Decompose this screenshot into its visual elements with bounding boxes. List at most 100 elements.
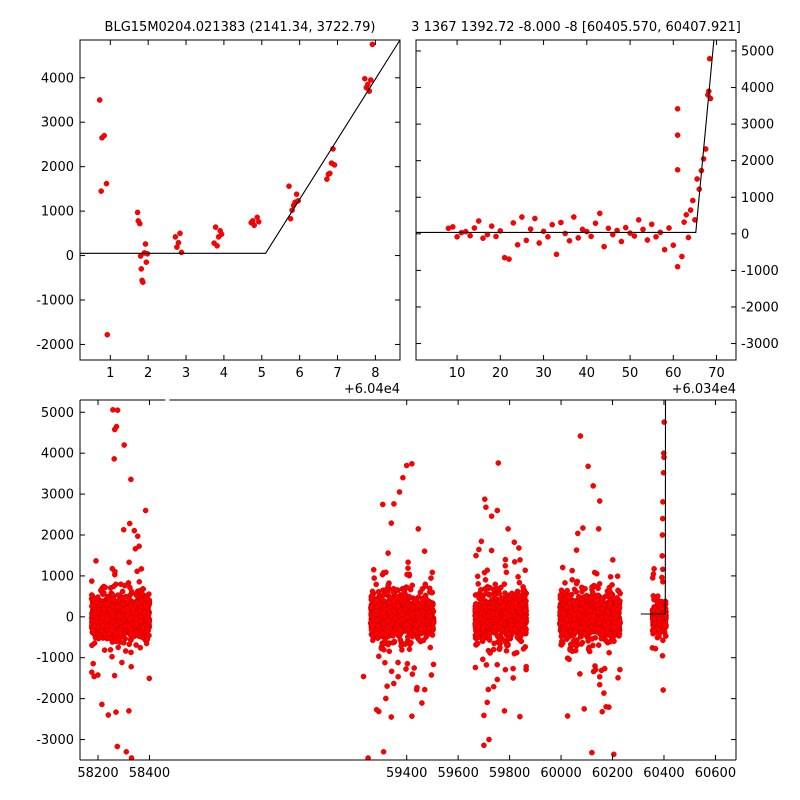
data-point (422, 583, 429, 590)
data-point (137, 618, 144, 624)
data-point (398, 643, 405, 649)
data-point (384, 628, 391, 634)
data-point (522, 567, 529, 574)
data-point (146, 675, 153, 682)
data-point (409, 611, 416, 617)
data-point (631, 233, 638, 239)
data-point (369, 588, 376, 595)
data-point (364, 81, 371, 88)
data-point (428, 575, 434, 581)
data-point (123, 749, 130, 755)
model-line (416, 40, 715, 233)
data-point (471, 225, 478, 231)
data-point (420, 609, 426, 616)
data-point (566, 237, 573, 244)
x-offset-label: +6.034e4 (672, 382, 736, 397)
data-point (367, 77, 374, 83)
data-point (111, 583, 117, 590)
data-point (138, 266, 145, 272)
data-point (96, 97, 103, 103)
data-point (172, 234, 179, 240)
data-point (496, 591, 503, 597)
data-point (480, 625, 486, 631)
x-tick-label: 20 (492, 366, 509, 381)
data-point (410, 604, 416, 611)
data-point (564, 713, 571, 719)
x-tick-label: 10 (449, 366, 466, 381)
y-tick-label: -2000 (36, 338, 74, 353)
data-point (506, 631, 513, 637)
data-point (494, 661, 501, 668)
data-point (218, 231, 225, 237)
model-line (80, 40, 400, 254)
data-point (553, 251, 560, 258)
data-point (404, 660, 411, 667)
y-tick-label: -1000 (741, 264, 779, 279)
y-tick-label: 4000 (741, 81, 774, 96)
data-point (408, 639, 414, 646)
data-point (502, 556, 509, 563)
data-point (502, 610, 508, 616)
data-point (427, 613, 433, 619)
data-point (404, 634, 411, 640)
data-point (143, 259, 150, 266)
data-point (127, 616, 133, 622)
data-point (133, 610, 140, 617)
data-point (519, 601, 526, 608)
y-tick-label: 4000 (41, 71, 74, 86)
data-point (401, 599, 408, 606)
data-point (102, 584, 108, 591)
data-point (90, 660, 96, 667)
data-point (426, 626, 432, 632)
data-point (582, 585, 588, 592)
y-tick-label: 2000 (41, 160, 74, 175)
data-point (137, 644, 144, 651)
data-point (103, 180, 110, 187)
data-point (549, 221, 556, 228)
data-point (481, 742, 487, 749)
data-point (112, 568, 118, 575)
data-point (421, 548, 428, 555)
data-point (520, 646, 527, 652)
data-point (573, 580, 580, 587)
data-point (427, 644, 434, 651)
data-point (143, 640, 150, 647)
y-tick-label: 3000 (741, 118, 774, 133)
data-point (490, 611, 496, 617)
x-tick-label: 60 (665, 366, 682, 381)
data-point (378, 645, 385, 652)
y-tick-label: 1000 (41, 205, 74, 220)
data-point (515, 574, 521, 580)
data-point (373, 581, 380, 588)
data-point (122, 582, 128, 589)
data-point (516, 579, 523, 586)
data-point (532, 215, 538, 222)
data-point (571, 214, 577, 220)
data-point (89, 592, 95, 598)
data-point (559, 564, 566, 571)
data-point (475, 218, 482, 224)
data-point (412, 627, 418, 634)
data-point (648, 221, 655, 228)
bottom-chart: 58200 58400 59400 59600 59800 60000 60200 60400… (36, 399, 737, 781)
data-point (368, 596, 375, 603)
data-point (388, 668, 395, 675)
data-point (507, 622, 514, 628)
data-point (391, 598, 398, 605)
data-point (481, 634, 487, 640)
data-point (368, 604, 374, 611)
data-point (508, 617, 514, 624)
data-point (390, 608, 397, 614)
data-point (126, 708, 132, 714)
data-point (141, 610, 147, 617)
data-point (405, 559, 411, 566)
data-point (133, 642, 139, 648)
data-point (485, 585, 492, 592)
data-point (589, 636, 595, 642)
data-point (111, 597, 117, 603)
data-point (506, 256, 512, 262)
data-point (101, 132, 107, 139)
top-left-chart: 1 2 3 4 5 6 7 8+6.04e4-2000-1000010002000300040… (36, 39, 401, 397)
data-point (212, 224, 219, 230)
data-point (121, 442, 127, 448)
